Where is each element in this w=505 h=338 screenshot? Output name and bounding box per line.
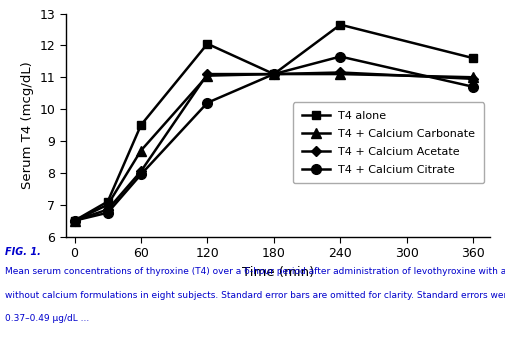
Line: T4 + Calcium Carbonate: T4 + Calcium Carbonate [70, 69, 478, 225]
T4 + Calcium Acetate [105, 208, 111, 212]
Legend: T4 alone, T4 + Calcium Carbonate, T4 + Calcium Acetate, T4 + Calcium Citrate: T4 alone, T4 + Calcium Carbonate, T4 + C… [293, 102, 484, 184]
Text: without calcium formulations in eight subjects. Standard error bars are omitted : without calcium formulations in eight su… [5, 291, 505, 300]
T4 + Calcium Acetate [271, 72, 277, 76]
T4 + Calcium Carbonate [470, 75, 476, 79]
Y-axis label: Serum T4 (mcg/dL): Serum T4 (mcg/dL) [21, 61, 34, 189]
Line: T4 + Calcium Acetate: T4 + Calcium Acetate [71, 69, 477, 224]
T4 + Calcium Acetate [470, 77, 476, 81]
T4 + Calcium Citrate [72, 219, 78, 223]
T4 + Calcium Acetate [337, 70, 343, 74]
T4 + Calcium Carbonate [72, 219, 78, 223]
T4 + Calcium Acetate [205, 72, 211, 76]
X-axis label: Time (min): Time (min) [241, 266, 314, 279]
T4 + Calcium Citrate [205, 101, 211, 105]
T4 + Calcium Carbonate [105, 203, 111, 207]
T4 + Calcium Citrate [138, 172, 144, 176]
T4 alone [205, 42, 211, 46]
T4 + Calcium Carbonate [138, 148, 144, 152]
T4 alone [337, 23, 343, 27]
T4 + Calcium Citrate [337, 54, 343, 58]
T4 + Calcium Acetate [138, 169, 144, 173]
T4 + Calcium Citrate [271, 72, 277, 76]
Text: 0.37–0.49 μg/dL ...: 0.37–0.49 μg/dL ... [5, 314, 89, 323]
Line: T4 + Calcium Citrate: T4 + Calcium Citrate [70, 52, 478, 225]
T4 + Calcium Citrate [105, 211, 111, 215]
Text: Mean serum concentrations of thyroxine (T4) over a 6-hour period after administr: Mean serum concentrations of thyroxine (… [5, 267, 505, 276]
T4 alone [105, 199, 111, 203]
Line: T4 alone: T4 alone [70, 21, 477, 225]
T4 + Calcium Acetate [72, 219, 78, 223]
T4 + Calcium Citrate [470, 85, 476, 89]
T4 alone [138, 123, 144, 127]
T4 + Calcium Carbonate [205, 74, 211, 78]
T4 alone [72, 219, 78, 223]
T4 + Calcium Carbonate [337, 72, 343, 76]
T4 + Calcium Carbonate [271, 72, 277, 76]
T4 alone [271, 72, 277, 76]
Text: FIG. 1.: FIG. 1. [5, 247, 41, 257]
T4 alone [470, 56, 476, 60]
